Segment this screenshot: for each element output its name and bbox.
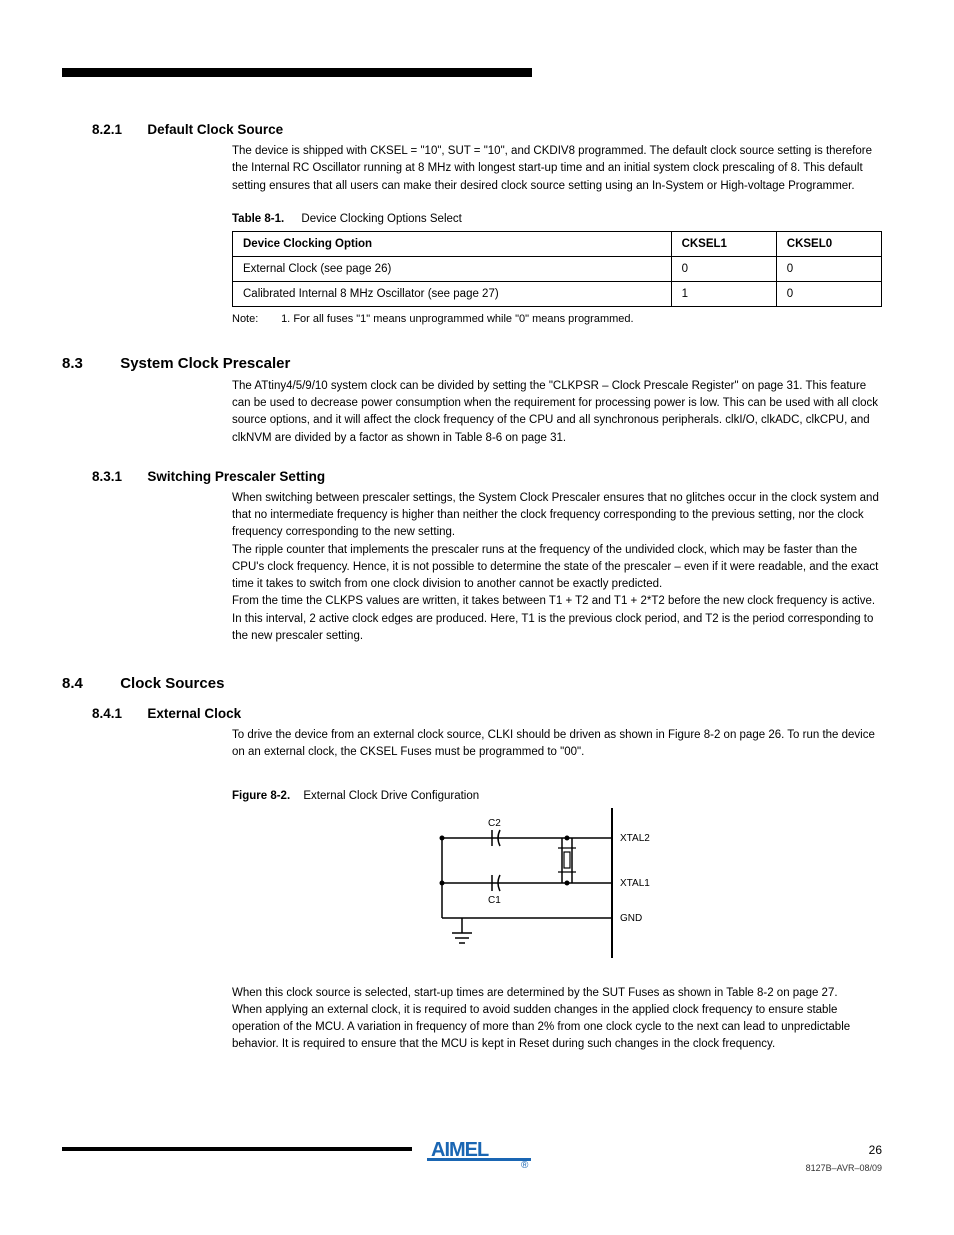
svg-text:AIMEL: AIMEL [431,1139,489,1161]
fig-8-2-label: Figure 8-2. [232,790,290,802]
doc-id: 8127B–AVR–08/09 [806,1163,882,1173]
sec-8-3-1-title: Switching Prescaler Setting [147,469,325,484]
top-rule [62,68,532,77]
note-num: 1. [281,313,290,325]
sec-8-4-tail-text: When this clock source is selected, star… [232,985,882,1054]
sec-8-4-1-title: External Clock [147,706,241,721]
atmel-logo: AIMEL ® [427,1136,531,1175]
table-cell: 1 [671,281,776,306]
section-8-4: 8.4 Clock Sources [62,675,882,692]
table-cell: 0 [671,256,776,281]
svg-text:®: ® [521,1160,529,1171]
cap-c2-label: C2 [488,818,501,829]
section-8-2-1: 8.2.1 Default Clock Source [92,122,882,137]
table-8-1-note: Note: 1. For all fuses "1" means unprogr… [232,313,882,325]
sec-8-2-1-text: The device is shipped with CKSEL = "10",… [232,143,882,195]
section-8-3-1: 8.3.1 Switching Prescaler Setting [92,469,882,484]
section-8-4-1: 8.4.1 External Clock [92,706,882,721]
fig-8-2-diagram: XTAL2 XTAL1 GND C2 C1 [372,808,882,971]
page-number: 26 [869,1143,882,1157]
table-col-0: Device Clocking Option [233,231,672,256]
sec-8-3-text: The ATtiny4/5/9/10 system clock can be d… [232,378,882,447]
sec-8-4-num: 8.4 [62,675,83,692]
cap-c1-label: C1 [488,895,501,906]
table-8-1-label: Table 8-1. [232,213,284,225]
sec-8-4-title: Clock Sources [120,675,224,692]
note-text: For all fuses "1" means unprogrammed whi… [293,313,633,325]
table-8-1-caption: Device Clocking Options Select [301,213,461,225]
table-8-1: Device Clocking Option CKSEL1 CKSEL0 Ext… [232,231,882,307]
footer-rule [62,1147,412,1151]
sec-8-3-title: System Clock Prescaler [120,355,290,372]
sec-8-4-1-text: To drive the device from an external clo… [232,727,882,762]
pin-xtal1-label: XTAL1 [620,878,650,889]
sec-8-3-num: 8.3 [62,355,83,372]
table-col-1: CKSEL1 [671,231,776,256]
circuit-svg: XTAL2 XTAL1 GND C2 C1 [372,808,692,968]
sec-8-3-1-num: 8.3.1 [92,469,122,484]
note-label: Note: [232,313,278,325]
table-row: External Clock (see page 26) 0 0 [233,256,882,281]
table-col-2: CKSEL0 [776,231,881,256]
table-cell: Calibrated Internal 8 MHz Oscillator (se… [233,281,672,306]
sec-8-4-1-num: 8.4.1 [92,706,122,721]
pin-gnd-label: GND [620,913,642,924]
sec-8-2-1-title: Default Clock Source [147,122,283,137]
table-cell: 0 [776,281,881,306]
section-8-3: 8.3 System Clock Prescaler [62,355,882,372]
pin-xtal2-label: XTAL2 [620,833,650,844]
table-row: Calibrated Internal 8 MHz Oscillator (se… [233,281,882,306]
sec-8-2-1-num: 8.2.1 [92,122,122,137]
fig-8-2-caption: External Clock Drive Configuration [303,790,479,802]
table-cell: External Clock (see page 26) [233,256,672,281]
sec-8-3-1-text: When switching between prescaler setting… [232,490,882,645]
table-cell: 0 [776,256,881,281]
